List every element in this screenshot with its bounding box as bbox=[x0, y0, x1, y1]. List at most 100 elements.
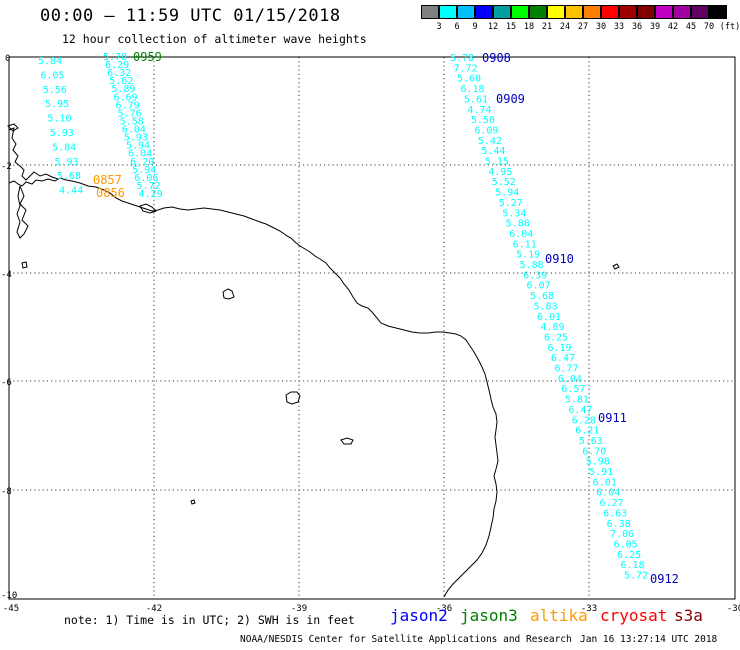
wave-height-label: 6.38 bbox=[607, 519, 631, 530]
y-tick-label: -2 bbox=[1, 162, 12, 172]
colorbar-label: 27 bbox=[577, 22, 589, 32]
wave-height-label: 5.62 bbox=[109, 76, 133, 87]
wave-height-label: 6.05 bbox=[614, 539, 638, 550]
wave-height-label: 4.44 bbox=[59, 186, 83, 197]
coastline-bay bbox=[8, 127, 59, 239]
wave-height-label: 6.07 bbox=[527, 281, 551, 292]
coastline-island bbox=[340, 437, 354, 445]
colorbar-swatch bbox=[511, 5, 529, 19]
pass-time-label: 0912 bbox=[650, 572, 679, 586]
wave-height-label: 6.70 bbox=[582, 446, 606, 457]
x-tick-label: -45 bbox=[3, 604, 19, 614]
colorbar-label: 30 bbox=[595, 22, 607, 32]
coastline-island bbox=[222, 288, 235, 300]
x-tick-label: -42 bbox=[146, 604, 162, 614]
wave-height-label: 6.47 bbox=[568, 405, 592, 416]
wave-height-label: 5.83 bbox=[534, 301, 558, 312]
wave-height-label: 4.29 bbox=[139, 189, 163, 200]
footnote: note: 1) Time is in UTC; 2) SWH is in fe… bbox=[64, 613, 355, 627]
wave-height-label: 6.19 bbox=[547, 343, 571, 354]
wave-height-label: 5.50 bbox=[471, 115, 495, 126]
colorbar-swatch bbox=[619, 5, 637, 19]
colorbar-swatch bbox=[421, 5, 439, 19]
colorbar-swatch bbox=[439, 5, 457, 19]
colorbar-swatch bbox=[655, 5, 673, 19]
wave-height-label: 6.25 bbox=[544, 332, 568, 343]
coastline bbox=[7, 123, 620, 598]
colorbar-swatch bbox=[547, 5, 565, 19]
y-tick-label: -6 bbox=[1, 378, 12, 388]
colorbar-swatch bbox=[709, 5, 727, 19]
wave-height-label: 6.04 bbox=[128, 149, 152, 160]
timestamp: Jan 16 13:27:14 UTC 2018 bbox=[580, 634, 718, 645]
wave-height-label: 5.94 bbox=[495, 188, 519, 199]
colorbar-swatch bbox=[601, 5, 619, 19]
wave-height-label: 5.88 bbox=[520, 260, 544, 271]
y-tick-label: 0 bbox=[5, 54, 10, 64]
wave-height-label: 5.42 bbox=[478, 136, 502, 147]
wave-height-label: 7.72 bbox=[453, 63, 477, 74]
legend-item-jason2: jason2 bbox=[390, 606, 448, 625]
wave-height-label: 5.19 bbox=[516, 250, 540, 261]
colorbar-label: 21 bbox=[541, 22, 553, 32]
wave-height-label: 6.79 bbox=[116, 100, 140, 111]
wave-height-label: 6.28 bbox=[572, 415, 596, 426]
wave-height-label: 5.15 bbox=[485, 157, 509, 168]
coastline-island bbox=[190, 499, 196, 505]
wave-height-label: 4.89 bbox=[540, 322, 564, 333]
pass-time-label: 0908 bbox=[482, 51, 511, 65]
wave-height-label: 6.63 bbox=[603, 508, 627, 519]
colorbar-label: 45 bbox=[685, 22, 697, 32]
wave-height-label: 6.01 bbox=[593, 477, 617, 488]
wave-height-label: 5.95 bbox=[45, 99, 69, 110]
wave-height-label: 5.84 bbox=[52, 142, 76, 153]
colorbar-label: 39 bbox=[649, 22, 661, 32]
colorbar-label: 12 bbox=[487, 22, 499, 32]
colorbar-swatch bbox=[637, 5, 655, 19]
wave-height-label: 5.56 bbox=[43, 85, 67, 96]
wave-height-label: 6.11 bbox=[513, 239, 537, 250]
satellite-tracks: 5.84 6.05 5.56 5.95 5.10 5.93 5.84 5.93 5.68 4.44… bbox=[38, 52, 648, 582]
y-tick-label: -4 bbox=[1, 270, 12, 280]
wave-height-label: 5.93 bbox=[50, 128, 74, 139]
colorbar-swatch bbox=[565, 5, 583, 19]
map-frame bbox=[8, 56, 736, 600]
wave-height-label: 6.04 bbox=[596, 488, 620, 499]
wave-height-label: 5.98 bbox=[586, 457, 610, 468]
coastline-island bbox=[7, 123, 19, 132]
wave-height-label: 6.57 bbox=[561, 384, 585, 395]
y-tick-label: -10 bbox=[1, 591, 17, 601]
legend-item-cryosat: cryosat bbox=[600, 606, 668, 625]
pass-time-label: 0857 bbox=[93, 173, 122, 187]
colorbar-swatch bbox=[673, 5, 691, 19]
coastline-island bbox=[612, 263, 620, 270]
wave-height-label: 5.60 bbox=[457, 74, 481, 85]
colorbar-label: 33 bbox=[613, 22, 625, 32]
wave-height-label: 5.34 bbox=[502, 208, 526, 219]
wave-height-label: 7.06 bbox=[610, 529, 634, 540]
pass-time-label: 0910 bbox=[545, 252, 574, 266]
wave-height-label: 5.52 bbox=[492, 177, 516, 188]
wave-height-label: 6.39 bbox=[523, 270, 547, 281]
wave-height-label: 5.91 bbox=[589, 467, 613, 478]
colorbar-label: 15 bbox=[505, 22, 517, 32]
colorbar-label: (ft) bbox=[719, 22, 740, 32]
wave-height-label: 5.72 bbox=[136, 181, 160, 192]
x-tick-label: -36 bbox=[436, 604, 452, 614]
wave-height-label: 5.10 bbox=[47, 114, 71, 125]
x-tick-label: -39 bbox=[291, 604, 307, 614]
map-subtitle: 12 hour collection of altimeter wave hei… bbox=[62, 32, 367, 46]
colorbar-swatch bbox=[457, 5, 475, 19]
wave-height-label: 5.68 bbox=[57, 171, 81, 182]
wave-height-label: 6.69 bbox=[113, 92, 137, 103]
legend-item-altika: altika bbox=[530, 606, 588, 625]
colorbar-swatch bbox=[691, 5, 709, 19]
axis-ticks: -45 -42 -39 -36 -33 -30 0 -2 -4 -6 -8 -10 bbox=[1, 54, 740, 614]
wave-height-label: 5.63 bbox=[579, 436, 603, 447]
coastline-island bbox=[285, 391, 301, 405]
colorbar-swatch bbox=[529, 5, 547, 19]
wave-height-label: 5.72 bbox=[624, 571, 648, 582]
wave-height-label: 6.29 bbox=[105, 60, 129, 71]
